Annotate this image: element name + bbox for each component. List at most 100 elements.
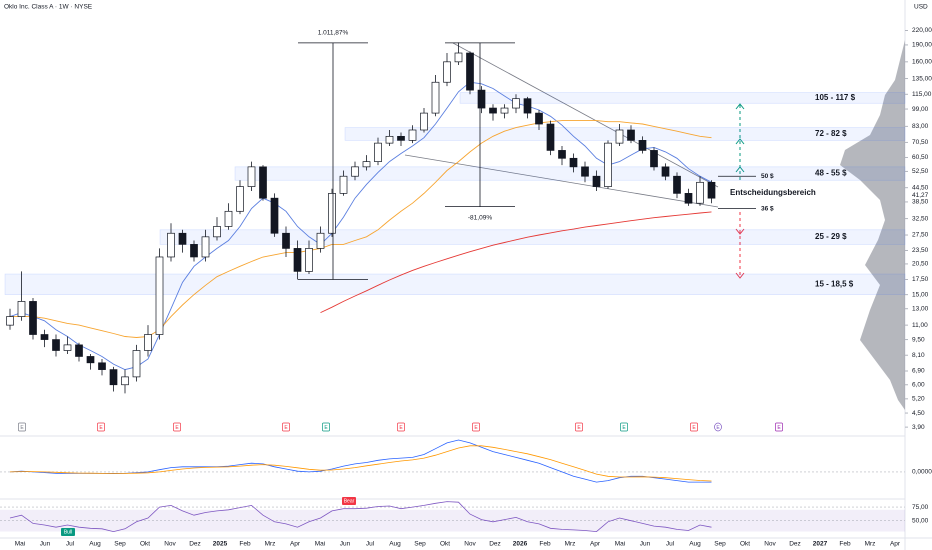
x-tick-label: Aug <box>389 541 401 548</box>
y-tick-label: 52,50 <box>912 168 929 175</box>
candle-body <box>190 244 198 258</box>
moving-average <box>9 81 712 371</box>
event-label: E <box>284 425 288 431</box>
candle-body <box>385 135 394 144</box>
x-tick-label: Dez <box>789 541 801 548</box>
candle-body <box>512 98 520 109</box>
x-tick-label: Sep <box>114 541 126 548</box>
zone-label: 48 - 55 $ <box>815 169 847 178</box>
x-tick-label: Sep <box>714 541 726 548</box>
candle-body <box>86 356 95 364</box>
event-icon <box>714 422 722 432</box>
x-tick-label: Feb <box>539 541 551 548</box>
candle-body <box>98 362 106 370</box>
candle-body <box>316 232 325 249</box>
event-label: E <box>175 425 179 431</box>
candle-body <box>500 107 509 114</box>
candle-body <box>638 140 647 151</box>
x-tick-label: Dez <box>189 541 201 548</box>
x-tick-label: Feb <box>239 541 251 548</box>
candle-body <box>247 166 256 187</box>
event-label: E <box>99 425 103 431</box>
y-tick-label: 6,00 <box>912 381 925 388</box>
y-tick-label: 70,50 <box>912 139 929 146</box>
candle-body <box>236 186 244 212</box>
y-tick-label: 60,50 <box>912 154 929 161</box>
indicator-line <box>9 445 712 482</box>
event-icon <box>620 422 628 432</box>
candle-body <box>627 129 635 141</box>
signal-label: Bear <box>344 498 355 504</box>
event-icon <box>472 422 480 432</box>
candle-body <box>489 107 497 114</box>
event-label: E <box>324 425 328 431</box>
candle-body <box>121 376 129 386</box>
x-tick-label: Jun <box>40 541 51 548</box>
candle-body <box>155 256 164 335</box>
candle-body <box>466 52 474 91</box>
upper-trendline <box>452 42 719 188</box>
candle-body <box>132 350 141 378</box>
candle-body <box>40 334 49 340</box>
x-tick-label: Jul <box>366 541 375 548</box>
candle-body <box>661 166 670 177</box>
level-label: 50 $ <box>761 173 774 180</box>
event-icon <box>18 422 26 432</box>
y-tick-label: 8,10 <box>912 352 925 359</box>
x-tick-label: Sep <box>414 541 426 548</box>
measure-label: 1.011,87% <box>318 30 349 37</box>
candle-body <box>650 150 658 168</box>
y-tick-label: 0,0000 <box>912 469 932 476</box>
currency: USD <box>914 4 928 11</box>
y-tick-label: 50,00 <box>912 517 929 524</box>
measure-label: -81,09% <box>468 214 492 221</box>
price-zone <box>234 166 906 181</box>
x-tick-label: Okt <box>140 541 150 548</box>
candle-body <box>17 301 26 317</box>
candle-body <box>109 369 118 386</box>
x-tick-label: Nov <box>464 541 476 548</box>
candle-body <box>351 166 359 177</box>
x-tick-label: Nov <box>764 541 776 548</box>
event-icon <box>775 422 783 432</box>
y-tick-label: 75,00 <box>912 504 929 511</box>
signal-badge <box>342 497 356 505</box>
event-label: E <box>399 425 403 431</box>
candle-body <box>431 81 440 114</box>
zone-label: 15 - 18,5 $ <box>815 279 854 288</box>
candle-body <box>454 52 463 63</box>
x-tick-label: Jul <box>666 541 675 548</box>
x-tick-label: Okt <box>440 541 450 548</box>
zone-label: 25 - 29 $ <box>815 232 847 241</box>
level-label: 36 $ <box>761 205 774 212</box>
candle-body <box>615 129 624 144</box>
y-tick-label: 20,50 <box>912 261 929 268</box>
x-tick-label: Mrz <box>865 541 876 548</box>
event-icon <box>97 422 105 432</box>
y-tick-label: 160,00 <box>912 59 932 66</box>
x-tick-label: Apr <box>890 541 901 548</box>
y-tick-label: 4,50 <box>912 410 925 417</box>
event-label: E <box>20 425 24 431</box>
y-tick-label: 27,50 <box>912 232 929 239</box>
event-icon <box>173 422 181 432</box>
event-label: E <box>474 425 478 431</box>
candle-body <box>581 166 589 177</box>
candle-body <box>546 123 555 151</box>
y-tick-label: 220,00 <box>912 27 932 34</box>
x-tick-label: Mrz <box>265 541 276 548</box>
event-icon <box>282 422 290 432</box>
candle-body <box>592 175 601 187</box>
candle-body <box>397 135 405 141</box>
candle-body <box>259 166 267 199</box>
x-tick-label: Jun <box>640 541 651 548</box>
price-zone <box>4 273 906 295</box>
y-tick-label: 3,90 <box>912 424 925 431</box>
candle-body <box>420 112 428 131</box>
decision-label: Entscheidungsbereich <box>730 188 816 197</box>
candle-body <box>293 248 302 272</box>
event-icon <box>690 422 698 432</box>
y-tick-label: 23,50 <box>912 247 929 254</box>
y-tick-label: 38,50 <box>912 199 929 206</box>
